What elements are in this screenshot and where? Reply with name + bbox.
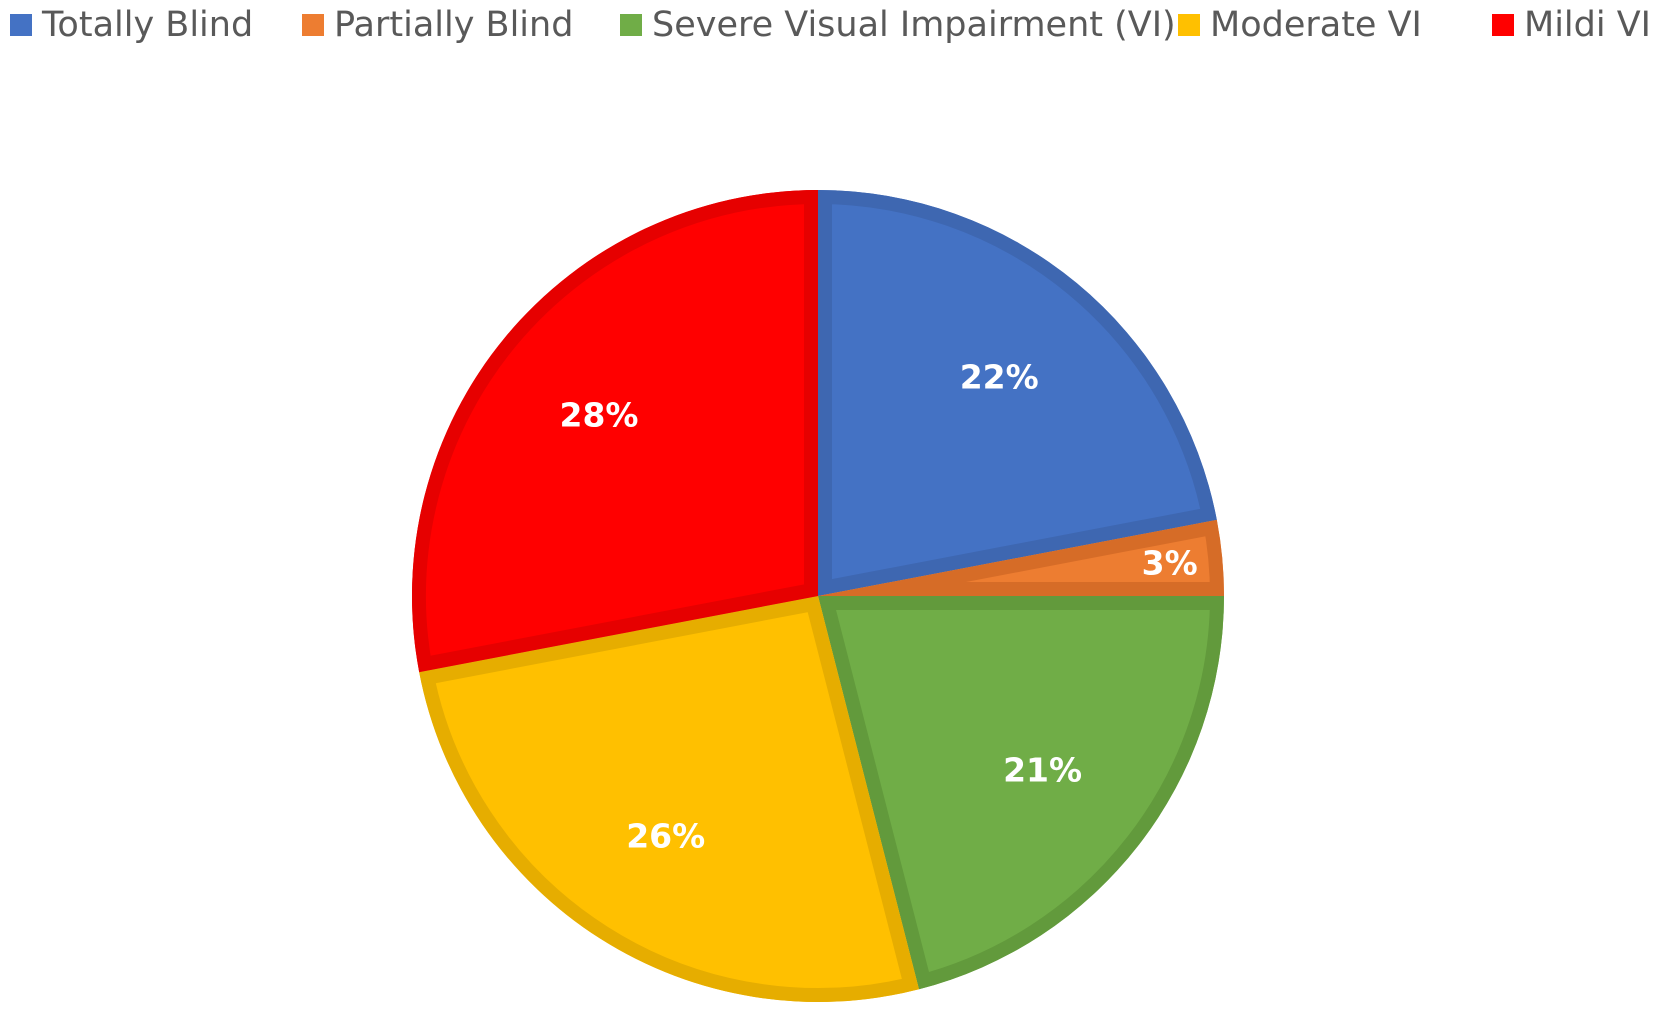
slice-border <box>818 519 1224 596</box>
legend-item-moderate-vi: Moderate VI <box>1178 5 1422 45</box>
slice-border <box>818 190 1217 596</box>
pie-slice-severe-visual-impairment-vi <box>818 596 1224 990</box>
legend-label: Mildi VI <box>1524 5 1651 45</box>
pie-slice-totally-blind <box>818 190 1217 596</box>
legend-label: Totally Blind <box>41 5 253 45</box>
slice-fill <box>419 596 919 1002</box>
chart-legend: Totally Blind Partially Blind Severe Visua… <box>10 5 1651 45</box>
slice-border <box>411 190 818 673</box>
legend-swatch <box>620 14 642 36</box>
slice-border <box>818 596 1224 990</box>
legend-label: Moderate VI <box>1210 5 1422 45</box>
pie-slice-mildi-vi <box>411 190 818 673</box>
slice-fill <box>818 596 1224 990</box>
slice-fill <box>818 190 1217 596</box>
data-label-totally-blind: 22% <box>960 358 1039 397</box>
legend-item-totally-blind: Totally Blind <box>10 5 253 45</box>
legend-swatch <box>1492 14 1514 36</box>
legend-item-mildi-vi: Mildi VI <box>1492 5 1651 45</box>
legend-swatch <box>10 14 32 36</box>
data-label-moderate-vi: 26% <box>626 817 705 856</box>
pie-data-labels: 22% 3% 21% 26% 28% <box>560 358 1198 856</box>
legend-label: Severe Visual Impairment (VI) <box>652 5 1176 45</box>
pie-slices <box>411 190 1224 1002</box>
data-label-partially-blind: 3% <box>1142 543 1198 582</box>
slice-fill <box>411 190 818 673</box>
slice-border <box>419 596 919 1002</box>
legend-swatch <box>302 14 324 36</box>
data-label-severe-visual-impairment-vi: 21% <box>1003 751 1082 790</box>
legend-item-partially-blind: Partially Blind <box>302 5 573 45</box>
legend-swatch <box>1178 14 1200 36</box>
legend-label: Partially Blind <box>334 5 573 45</box>
pie-slice-moderate-vi <box>419 596 919 1002</box>
data-label-mildi-vi: 28% <box>560 395 639 434</box>
pie-slice-partially-blind <box>818 519 1224 596</box>
legend-item-severe-visual-impairment-vi: Severe Visual Impairment (VI) <box>620 5 1176 45</box>
